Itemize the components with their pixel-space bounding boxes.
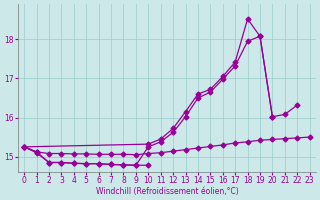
X-axis label: Windchill (Refroidissement éolien,°C): Windchill (Refroidissement éolien,°C): [96, 187, 238, 196]
